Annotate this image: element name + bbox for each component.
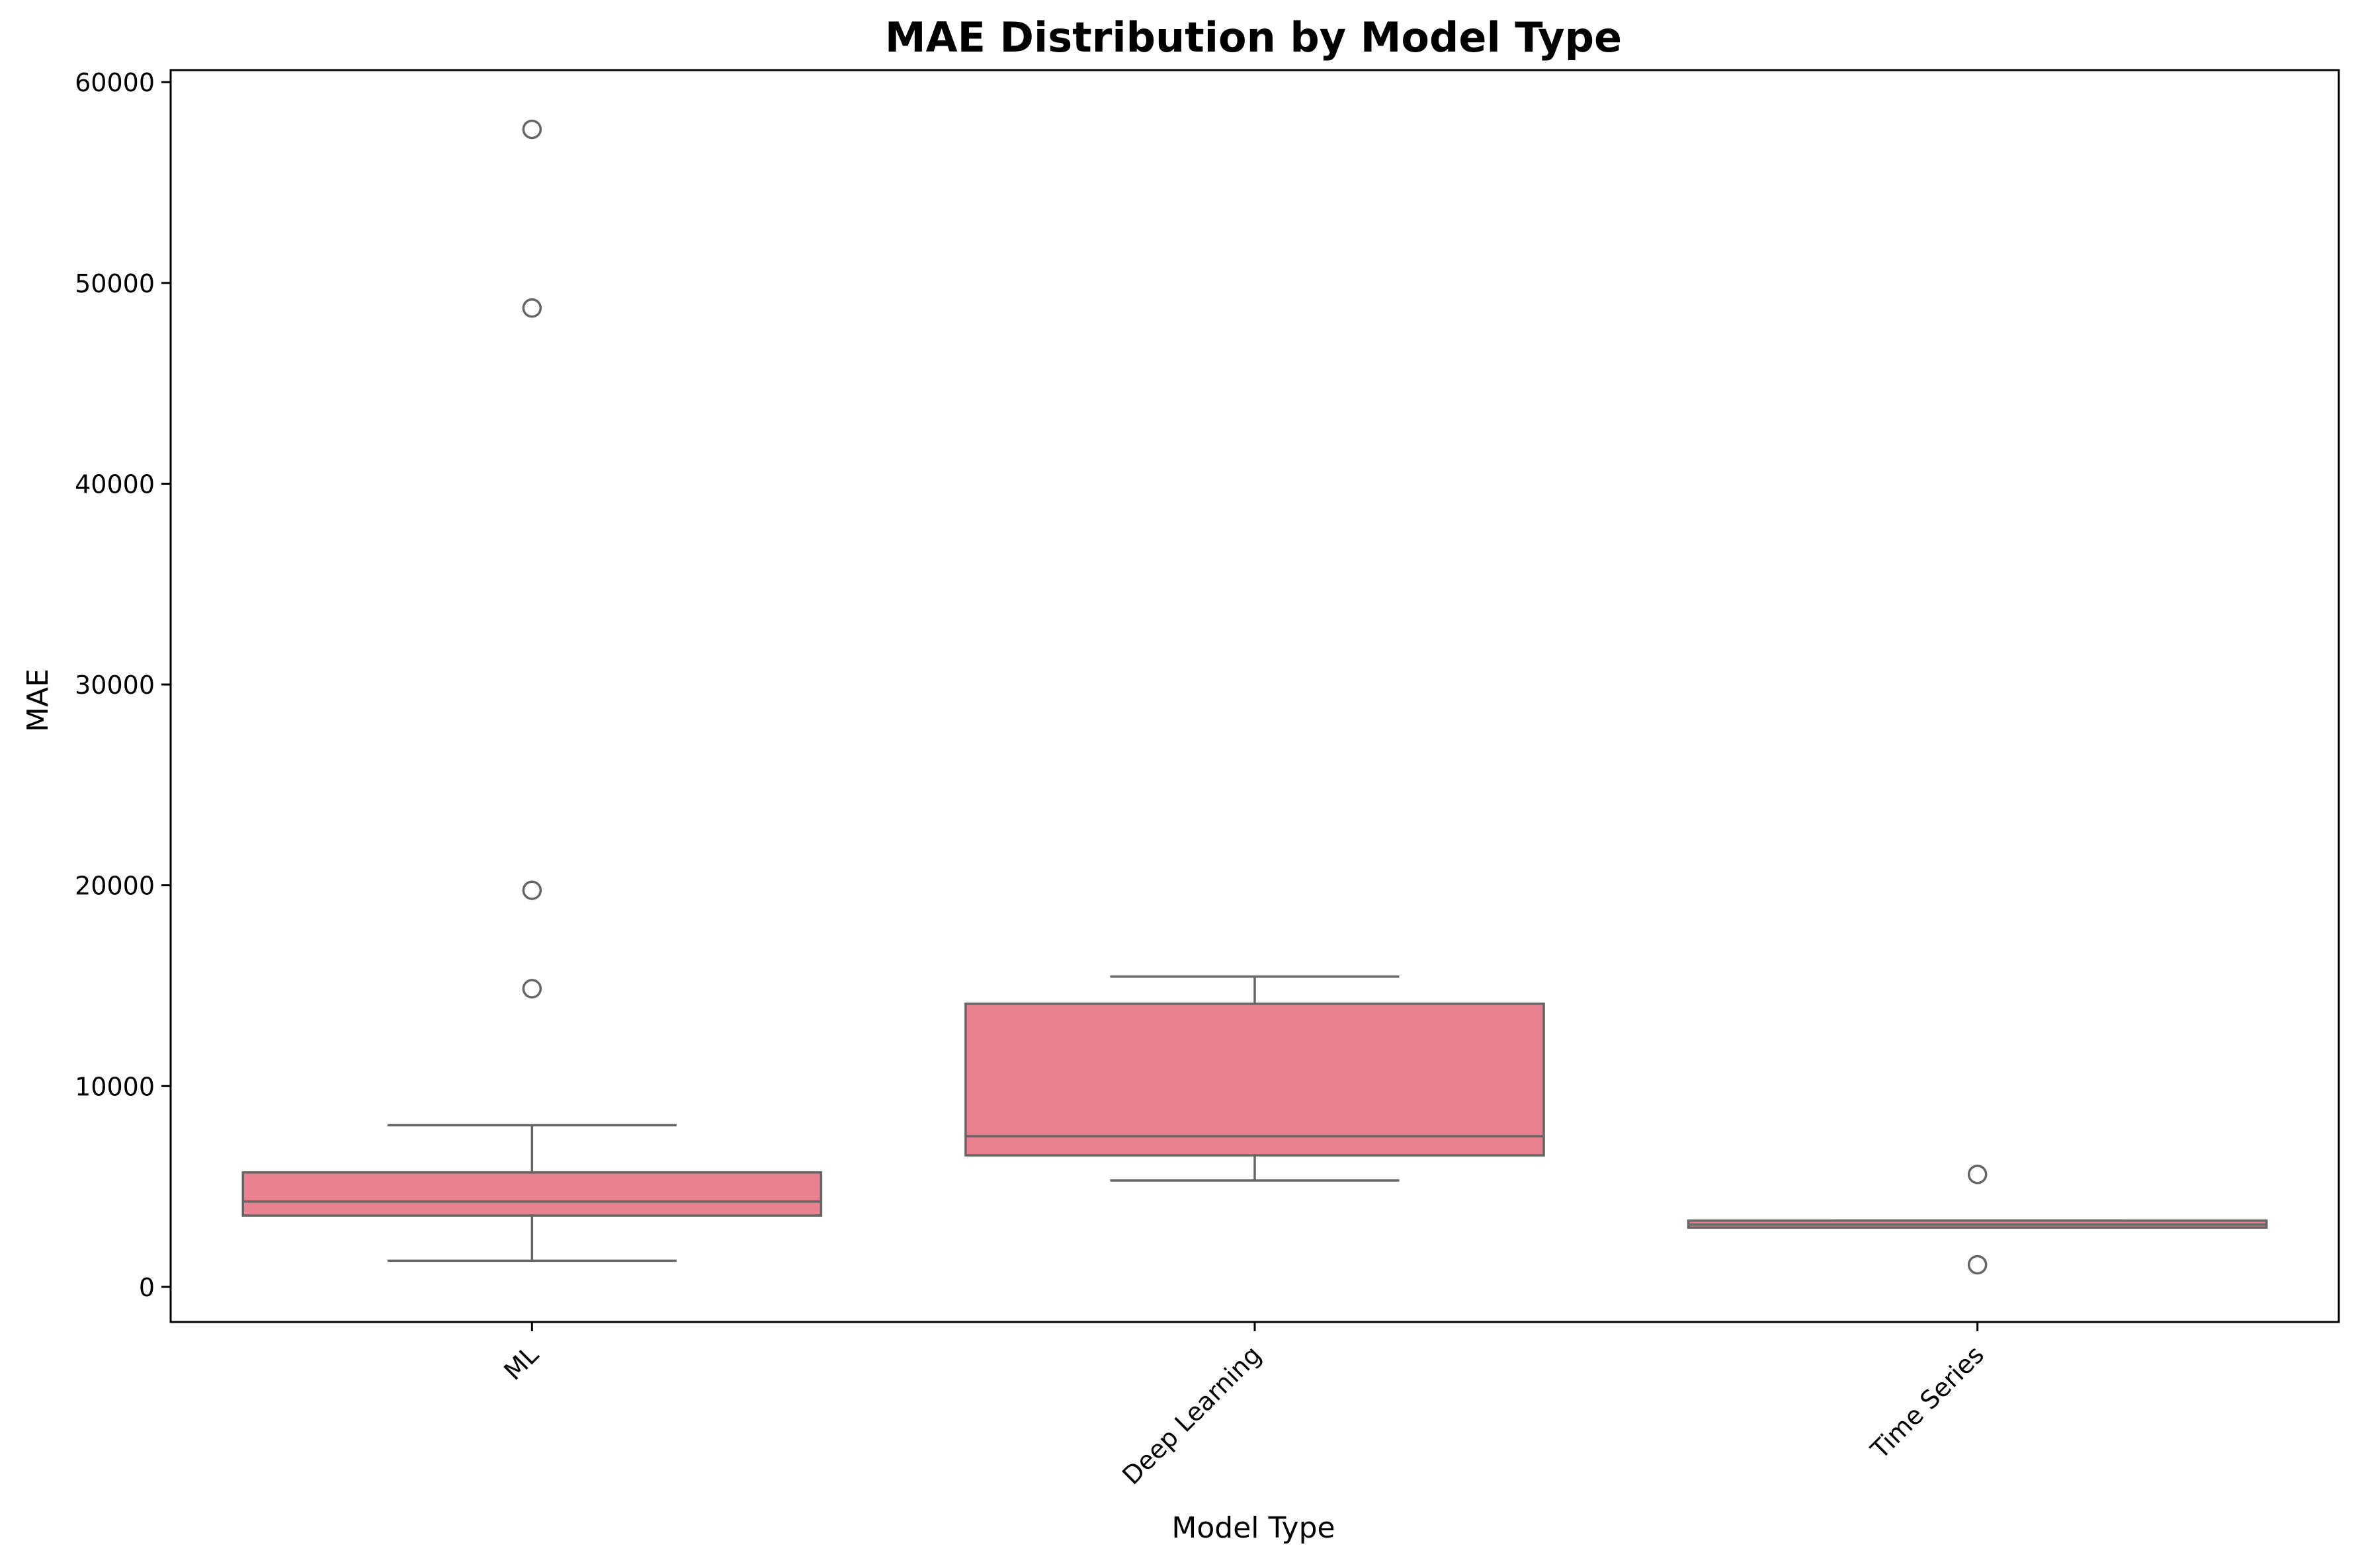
box-ml: [241, 119, 823, 1262]
y-tick-label: 30000: [75, 671, 155, 700]
y-tick-label: 0: [139, 1273, 155, 1302]
y-axis-label: MAE: [21, 669, 55, 732]
box-time-series: [1687, 1165, 2268, 1275]
outlier-point: [522, 880, 542, 900]
outlier-point: [1967, 1165, 1988, 1184]
x-tick-label: ML: [498, 1340, 544, 1385]
outlier-point: [1967, 1255, 1988, 1275]
y-tick-label: 20000: [75, 872, 155, 901]
y-tick-label: 60000: [75, 68, 155, 97]
x-tick-label: Time Series: [1865, 1340, 1990, 1465]
y-tick-label: 10000: [75, 1072, 155, 1101]
y-tick-label: 40000: [75, 470, 155, 499]
y-tick-label: 50000: [75, 269, 155, 298]
outlier-point: [522, 298, 542, 318]
outlier-point: [522, 119, 542, 140]
box-deep-learning: [964, 975, 1545, 1182]
x-tick-label: Deep Learning: [1116, 1340, 1267, 1490]
iqr-box: [964, 1003, 1545, 1157]
plot-area: [241, 119, 2268, 1275]
outlier-point: [522, 979, 542, 999]
chart-title: MAE Distribution by Model Type: [885, 13, 1622, 62]
iqr-box: [241, 1171, 823, 1217]
x-axis-label: Model Type: [1171, 1511, 1335, 1545]
